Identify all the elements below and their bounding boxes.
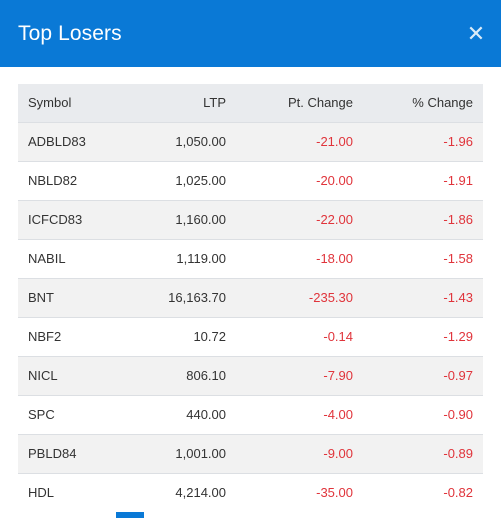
cell-pct-change: -0.97 [443,368,473,383]
table-row[interactable]: BNT 16,163.70 -235.30 -1.43 [18,278,483,317]
cell-pt-change: -22.00 [316,212,353,227]
cell-symbol: NBLD82 [28,173,78,188]
cell-symbol: NICL [28,368,58,383]
cell-symbol: ICFCD83 [28,212,83,227]
cell-symbol: PBLD84 [28,446,77,461]
cell-pt-change: -18.00 [316,251,353,266]
cell-ltp: 440.00 [186,407,226,422]
table-header-row: Symbol LTP Pt. Change % Change [18,84,483,122]
cell-pt-change: -4.00 [323,407,353,422]
table-row[interactable]: NBF2 10.72 -0.14 -1.29 [18,317,483,356]
cell-pt-change: -0.14 [323,329,353,344]
cell-pt-change: -35.00 [316,485,353,501]
cell-pt-change: -7.90 [323,368,353,383]
cell-pt-change: -9.00 [323,446,353,461]
table-row[interactable]: NICL 806.10 -7.90 -0.97 [18,356,483,395]
modal-header: Top Losers ✕ [0,0,501,67]
pagination-indicator[interactable] [116,512,144,518]
cell-pct-change: -1.91 [443,173,473,188]
cell-pct-change: -0.82 [443,485,473,501]
cell-ltp: 16,163.70 [168,290,226,305]
cell-symbol: BNT [28,290,54,305]
cell-ltp: 1,025.00 [175,173,226,188]
table-row[interactable]: HDL 4,214.00 -35.00 -0.82 [18,473,483,512]
table-row[interactable]: NABIL 1,119.00 -18.00 -1.58 [18,239,483,278]
top-losers-table: Symbol LTP Pt. Change % Change ADBLD83 1,… [18,84,483,512]
close-icon[interactable]: ✕ [466,20,486,46]
table-header: Symbol LTP Pt. Change % Change [18,84,483,122]
table-row[interactable]: ICFCD83 1,160.00 -22.00 -1.86 [18,200,483,239]
cell-symbol: HDL [28,485,55,501]
cell-symbol: SPC [28,407,55,422]
cell-pct-change: -1.86 [443,212,473,227]
cell-pct-change: -1.58 [443,251,473,266]
cell-pct-change: -1.43 [443,290,473,305]
cell-ltp: 4,214.00 [175,485,226,501]
cell-pct-change: -1.29 [443,329,473,344]
cell-pt-change: -21.00 [316,134,353,149]
cell-symbol: ADBLD83 [28,134,86,149]
table-row[interactable]: PBLD84 1,001.00 -9.00 -0.89 [18,434,483,473]
table-body: ADBLD83 1,050.00 -21.00 -1.96 NBLD82 1,025.00… [18,122,483,512]
cell-ltp: 1,119.00 [176,251,226,266]
column-header-symbol[interactable]: Symbol [28,95,72,111]
cell-pct-change: -1.96 [443,134,473,149]
cell-pt-change: -20.00 [316,173,353,188]
cell-pt-change: -235.30 [308,290,353,305]
column-header-pt-change[interactable]: Pt. Change [287,95,353,111]
cell-ltp: 1,050.00 [175,134,226,149]
cell-ltp: 1,160.00 [175,212,226,227]
modal-title: Top Losers [18,21,122,45]
table-row[interactable]: NBLD82 1,025.00 -20.00 -1.91 [18,161,483,200]
column-header-pct-change[interactable]: % Change [412,95,473,111]
cell-symbol: NBF2 [28,329,62,344]
top-losers-table-container: Symbol LTP Pt. Change % Change ADBLD83 1,… [18,84,483,512]
cell-ltp: 806.10 [186,368,226,383]
cell-ltp: 1,001.00 [175,446,226,461]
column-header-ltp[interactable]: LTP [203,95,226,111]
table-row[interactable]: ADBLD83 1,050.00 -21.00 -1.96 [18,122,483,161]
cell-pct-change: -0.89 [443,446,473,461]
cell-pct-change: -0.90 [443,407,473,422]
cell-symbol: NABIL [28,251,66,266]
cell-ltp: 10.72 [193,329,226,344]
table-row[interactable]: SPC 440.00 -4.00 -0.90 [18,395,483,434]
